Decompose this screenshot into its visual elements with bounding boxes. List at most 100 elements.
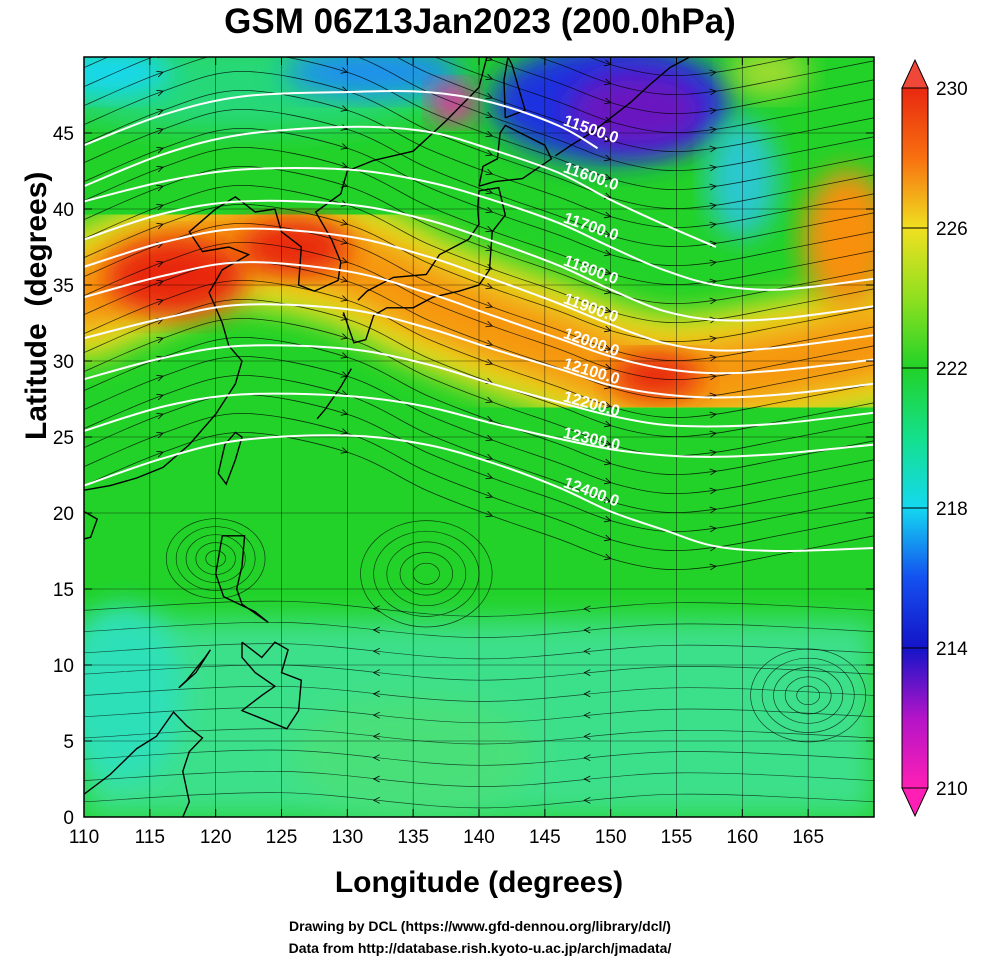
streamline-arrow <box>340 238 349 245</box>
streamline-arrow <box>604 401 612 409</box>
y-tick-label: 0 <box>63 808 74 829</box>
coastline-5 <box>217 431 243 486</box>
streamline-arrow <box>604 325 612 333</box>
streamline <box>84 57 874 172</box>
colorbar-extend-top <box>901 58 929 89</box>
streamline-arrow <box>156 222 164 230</box>
streamline-tropical <box>84 792 874 809</box>
x-tick-label: 135 <box>397 827 429 848</box>
streamline-arrow <box>709 221 717 229</box>
streamline-arrow <box>485 510 494 518</box>
contour-line <box>84 125 717 248</box>
streamline-arrow <box>340 219 349 226</box>
streamline-arrow <box>372 669 380 676</box>
contour-line <box>84 434 874 553</box>
coastline-4 <box>555 57 691 157</box>
streamline-arrow <box>156 0 164 1</box>
streamline-arrow <box>709 297 717 305</box>
streamline-arrow <box>583 754 591 762</box>
streamline-arrow <box>156 374 164 382</box>
streamline-arrow <box>709 373 717 381</box>
contour-line <box>84 261 874 375</box>
field-cold-purple <box>567 70 707 151</box>
streamline-arrow <box>583 775 591 783</box>
streamline-arrow <box>156 89 164 97</box>
streamline-arrow <box>156 298 164 306</box>
streamline-arrow <box>709 449 717 457</box>
x-tick-label: 130 <box>331 827 363 848</box>
streamline-arrow <box>485 282 494 290</box>
streamline-arrow <box>604 534 612 542</box>
streamline <box>84 89 874 229</box>
streamline-arrow <box>156 450 164 458</box>
streamline-tropical <box>84 600 874 617</box>
streamline-arrow <box>485 301 494 309</box>
coastline-9 <box>84 711 204 817</box>
y-tick-label: 40 <box>53 200 74 221</box>
contour-line <box>84 227 874 352</box>
streamline-arrow <box>340 143 349 150</box>
streamline-arrow <box>709 164 717 172</box>
streamline-arrow <box>485 396 494 404</box>
streamline-tropical <box>84 707 874 724</box>
eddy-ring <box>399 552 453 596</box>
streamline-arrow <box>709 506 717 514</box>
colorbar-tick-label: 230 <box>936 79 968 100</box>
streamline-arrow <box>156 412 164 420</box>
contour-line <box>84 392 874 458</box>
streamline-arrow <box>156 165 164 173</box>
streamline-arrow <box>485 168 494 176</box>
axes: 110 115 120 125 130 135 140 145 150 155 160 165 0 5 10… <box>53 57 874 848</box>
streamline <box>84 374 874 514</box>
coastline-11 <box>316 368 352 420</box>
y-tick-label: 20 <box>53 504 74 525</box>
streamline-arrow <box>709 202 717 210</box>
streamline-arrow <box>372 605 380 613</box>
streamline-arrow <box>341 49 349 57</box>
colorbar-tick-label: 218 <box>936 499 968 520</box>
coastlines <box>84 57 691 817</box>
streamline-arrow <box>709 430 717 438</box>
y-tick-label: 10 <box>53 656 74 677</box>
x-tick-label: 120 <box>200 827 232 848</box>
contour-line <box>84 303 874 399</box>
streamline-arrow <box>583 605 591 613</box>
streamline-arrow <box>709 126 717 134</box>
streamline-arrow <box>340 409 349 416</box>
streamline-arrow <box>604 458 612 466</box>
streamline-arrow <box>583 669 591 676</box>
colorbar-body <box>901 87 929 789</box>
streamline-arrow <box>604 211 612 219</box>
streamline-arrow <box>604 173 612 181</box>
streamline-arrow <box>604 553 612 561</box>
streamline <box>84 412 874 552</box>
streamline-arrow <box>709 259 717 267</box>
streamline <box>84 57 874 153</box>
streamline-arrow <box>156 31 164 39</box>
streamline-arrow <box>604 477 612 485</box>
x-axis-label: Longitude (degrees) <box>334 866 624 899</box>
streamline-arrow <box>156 146 164 154</box>
eddy-ring <box>205 550 226 567</box>
x-tick-label: 150 <box>595 827 627 848</box>
y-tick-label: 25 <box>53 428 74 449</box>
streamline-arrow <box>604 230 612 238</box>
field-north-cyan <box>84 57 171 98</box>
streamline-arrow <box>156 127 164 135</box>
streamline-arrow <box>604 496 612 504</box>
coastline-3 <box>503 57 526 119</box>
chart-title: GSM 06Z13Jan2023 (200.0hPa) <box>224 2 736 41</box>
streamline-arrow <box>604 420 612 428</box>
streamline-arrow <box>604 116 612 124</box>
field-cyan-west <box>84 605 184 786</box>
y-tick-label: 45 <box>53 124 74 145</box>
streamline-arrow <box>156 184 164 192</box>
y-tick-label: 15 <box>53 580 74 601</box>
streamline-arrow <box>709 468 717 476</box>
streamline-arrow <box>485 149 494 157</box>
streamline <box>84 279 874 419</box>
streamline-arrow <box>604 97 612 105</box>
streamline-arrow <box>372 690 380 698</box>
streamline-arrow <box>583 626 591 634</box>
eddy-ring <box>796 685 821 706</box>
